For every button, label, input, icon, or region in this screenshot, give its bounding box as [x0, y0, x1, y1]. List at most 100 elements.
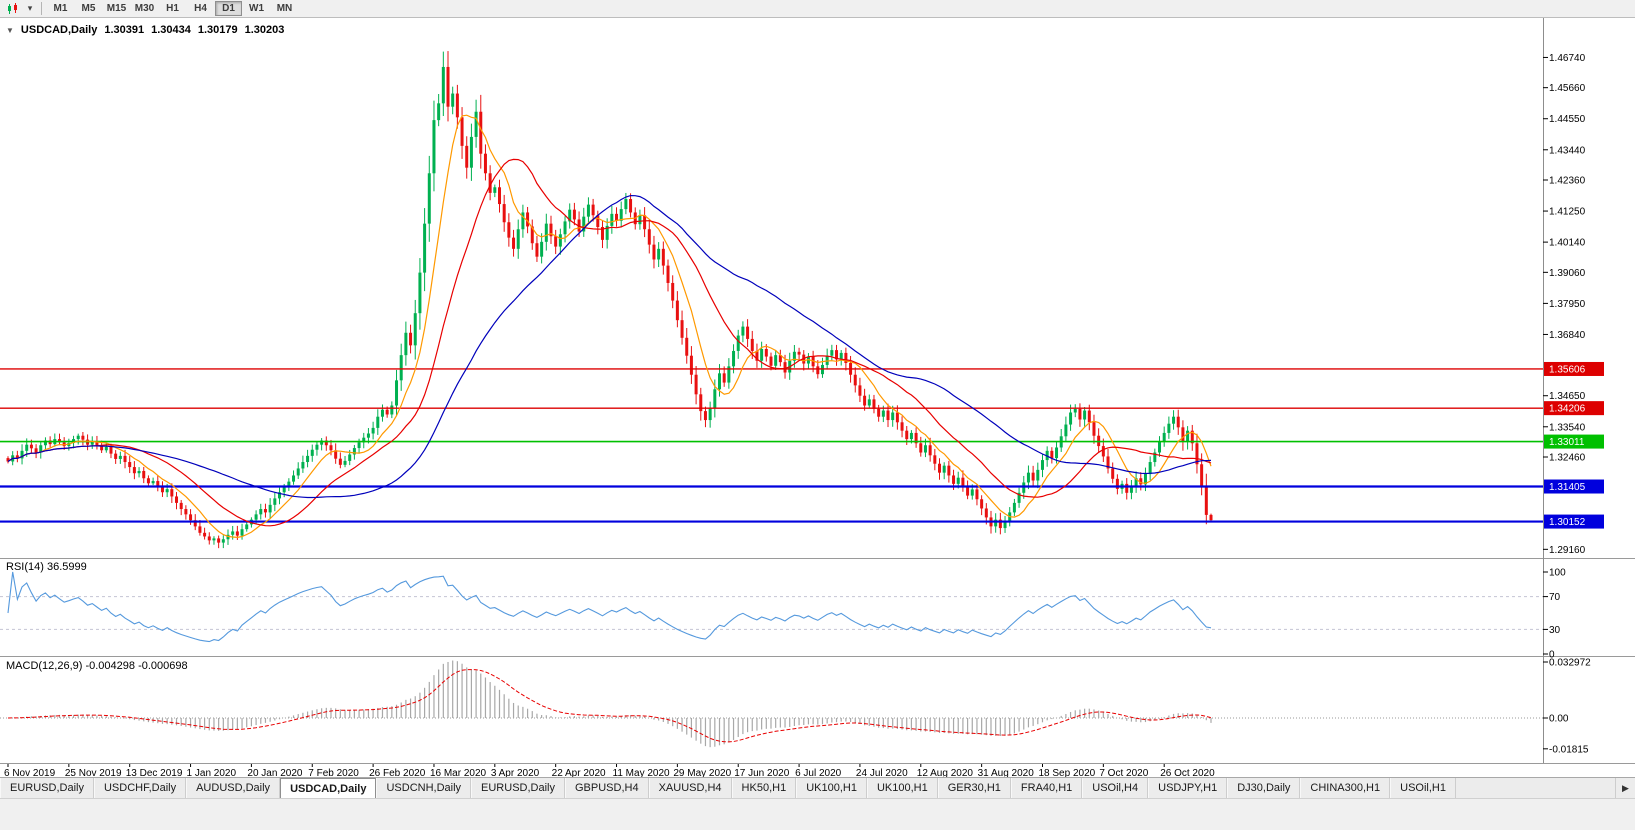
candle-body [647, 229, 651, 245]
candle-body [1022, 482, 1026, 493]
timeframe-d1-button[interactable]: D1 [215, 1, 242, 16]
tab-eurusd-daily[interactable]: EURUSD,Daily [471, 778, 565, 798]
svg-text:29 May 2020: 29 May 2020 [673, 768, 731, 777]
candle-body [919, 443, 923, 453]
candle-body [661, 248, 665, 266]
svg-text:7 Feb 2020: 7 Feb 2020 [308, 768, 359, 777]
candle-body [390, 405, 394, 415]
svg-text:100: 100 [1549, 568, 1566, 579]
candle-body [549, 223, 553, 237]
candle-body [409, 332, 413, 346]
svg-text:7 Oct 2020: 7 Oct 2020 [1099, 768, 1148, 777]
candle-body [231, 531, 235, 535]
date-axis: 6 Nov 2019 25 Nov 2019 13 Dec 2019 1 Jan 20… [4, 764, 1215, 777]
candle-body [423, 223, 427, 273]
candlesticks [6, 51, 1213, 549]
candle-body [1064, 424, 1068, 437]
candle-body [1101, 446, 1105, 457]
svg-text:1.36840: 1.36840 [1549, 330, 1586, 341]
candle-body [680, 320, 684, 338]
timeframe-m30-button[interactable]: M30 [131, 1, 158, 16]
tab-china300-h1[interactable]: CHINA300,H1 [1300, 778, 1391, 798]
svg-text:1.45660: 1.45660 [1549, 83, 1586, 94]
chart-region[interactable]: 1.46740 1.45660 1.44550 1.43440 1.42360 1.412… [0, 18, 1635, 777]
timeframe-mn-button[interactable]: MN [271, 1, 298, 16]
candle-body [1111, 468, 1115, 479]
candle-body [783, 362, 787, 373]
candle-body [671, 282, 675, 301]
candle-body [441, 66, 445, 104]
candle-body [263, 509, 267, 513]
candle-body [591, 204, 595, 216]
candle-body [57, 439, 61, 443]
candle-body [600, 227, 604, 240]
candle-body [399, 355, 403, 381]
candle-body [104, 446, 108, 451]
timeframe-h1-button[interactable]: H1 [159, 1, 186, 16]
candle-body [1162, 432, 1166, 442]
candle-body [432, 120, 436, 174]
candle-body [404, 332, 408, 356]
svg-text:1.46740: 1.46740 [1549, 53, 1586, 64]
candle-body [34, 448, 38, 453]
candle-body [170, 489, 174, 497]
candle-body [1158, 441, 1162, 453]
tab-hk50-h1[interactable]: HK50,H1 [731, 778, 797, 798]
candle-body [385, 409, 389, 415]
timeframe-h4-button[interactable]: H4 [187, 1, 214, 16]
tab-ger30-h1[interactable]: GER30,H1 [937, 778, 1011, 798]
timeframe-m5-button[interactable]: M5 [75, 1, 102, 16]
candle-body [933, 455, 937, 464]
tab-xauusd-h4[interactable]: XAUUSD,H4 [648, 778, 732, 798]
tab-fra40-h1[interactable]: FRA40,H1 [1010, 778, 1083, 798]
candle-body [675, 300, 679, 321]
chart-type-button[interactable] [3, 1, 23, 16]
candle-body [554, 236, 558, 247]
candle-body [469, 136, 473, 168]
tab-usoil-h1[interactable]: USOil,H1 [1390, 778, 1456, 798]
candle-body [1181, 427, 1185, 442]
candle-body [643, 215, 647, 230]
chart-canvas[interactable]: 1.46740 1.45660 1.44550 1.43440 1.42360 1.412… [0, 18, 1635, 777]
svg-text:70: 70 [1549, 592, 1561, 603]
tab-uk100-h1[interactable]: UK100,H1 [866, 778, 938, 798]
tab-usdjpy-h1[interactable]: USDJPY,H1 [1148, 778, 1228, 798]
timeframe-m15-button[interactable]: M15 [103, 1, 130, 16]
candle-body [966, 487, 970, 496]
tab-usdcad-daily[interactable]: USDCAD,Daily [280, 778, 377, 798]
tab-uk100-h1[interactable]: UK100,H1 [796, 778, 867, 798]
candle-body [380, 409, 384, 417]
timeframe-m1-button[interactable]: M1 [47, 1, 74, 16]
tab-usdchf-daily[interactable]: USDCHF,Daily [93, 778, 187, 798]
candle-body [1134, 478, 1138, 487]
candle-body [287, 481, 291, 487]
timeframe-w1-button[interactable]: W1 [243, 1, 270, 16]
svg-text:1.42360: 1.42360 [1549, 176, 1586, 187]
top-toolbar: ▾ M1 M5 M15 M30 H1 H4 D1 W1 MN [0, 0, 1635, 18]
candle-body [657, 248, 661, 260]
candle-body [942, 465, 946, 473]
candle-body [371, 427, 375, 434]
tab-usoil-h4[interactable]: USOil,H4 [1082, 778, 1149, 798]
tab-eurusd-daily[interactable]: EURUSD,Daily [0, 778, 94, 798]
candle-body [151, 481, 155, 484]
candle-body [446, 66, 450, 107]
candle-body [292, 475, 296, 482]
candle-body [778, 355, 782, 363]
candle-body [1078, 408, 1082, 420]
tab-usdcnh-daily[interactable]: USDCNH,Daily [376, 778, 472, 798]
candle-body [156, 481, 160, 488]
candle-body [488, 173, 492, 193]
tab-dj30-daily[interactable]: DJ30,Daily [1227, 778, 1301, 798]
candle-body [320, 440, 324, 445]
candle-body [132, 467, 136, 474]
chart-dropdown-button[interactable]: ▾ [24, 1, 36, 16]
candle-body [572, 209, 576, 220]
tab-audusd-daily[interactable]: AUDUSD,Daily [186, 778, 281, 798]
tab-gbpusd-h4[interactable]: GBPUSD,H4 [565, 778, 649, 798]
candle-body [1012, 502, 1016, 513]
tab-scroll-right-button[interactable]: ▶ [1615, 778, 1635, 798]
candle-body [610, 213, 614, 226]
candle-body [315, 444, 319, 450]
candle-body [1129, 486, 1133, 493]
